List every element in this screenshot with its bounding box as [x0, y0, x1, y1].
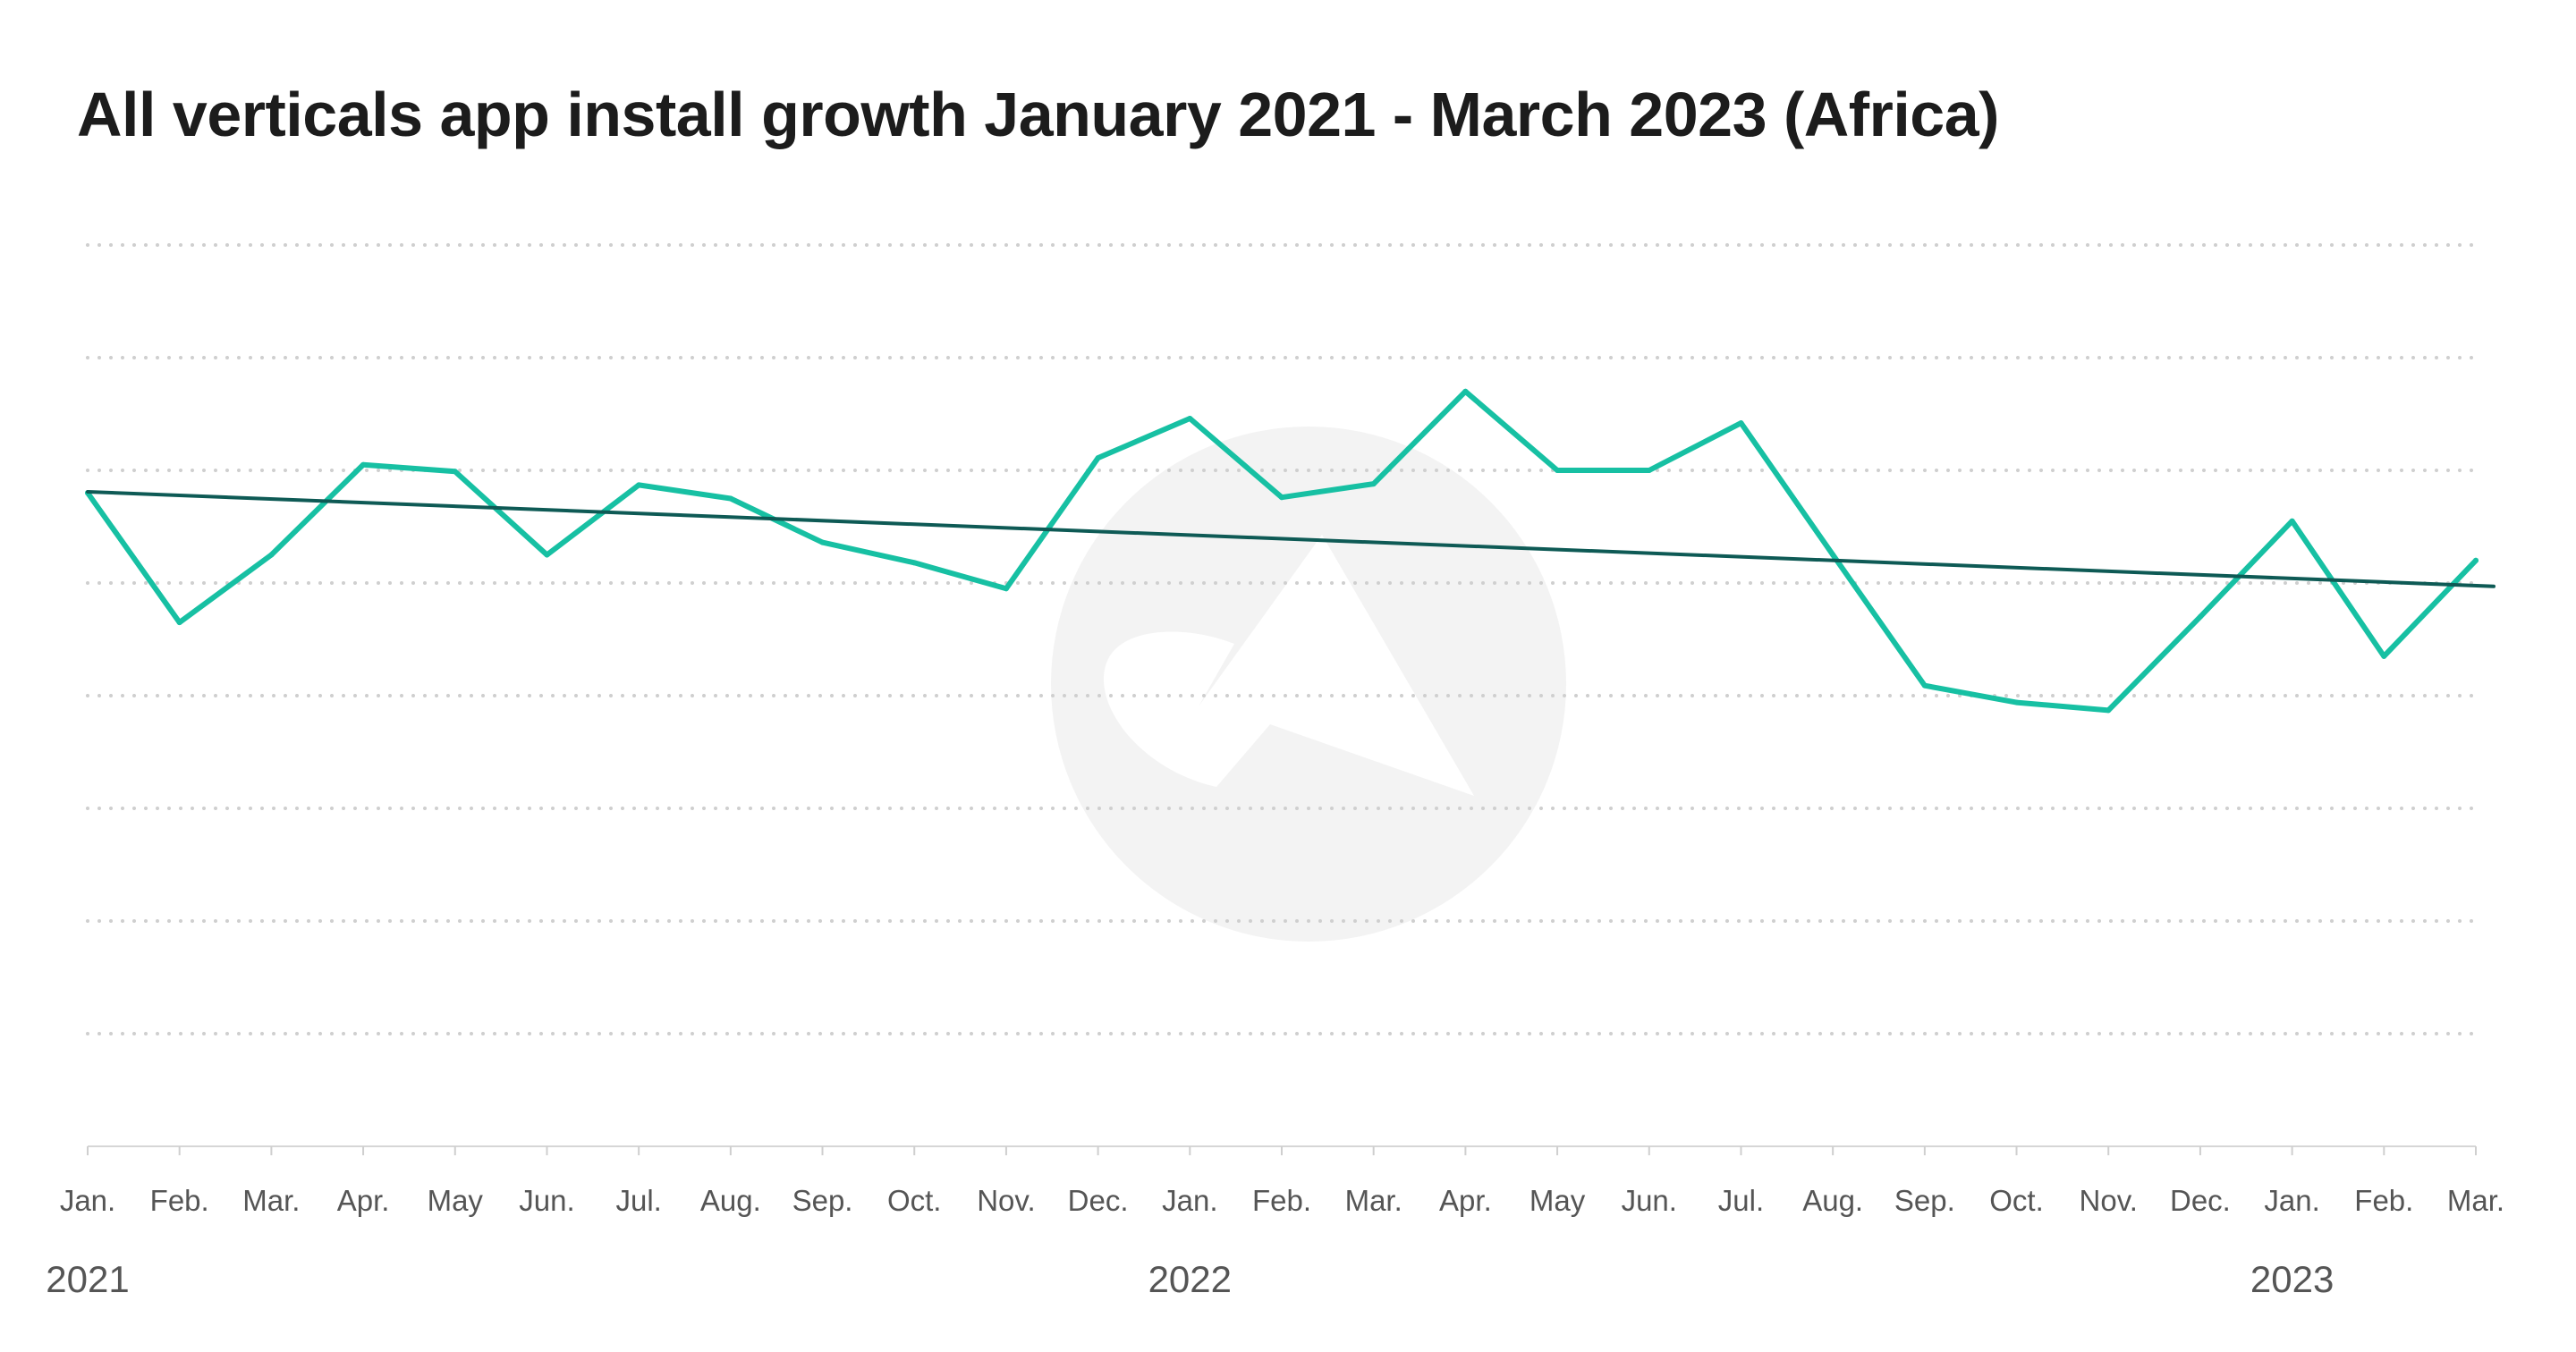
data-point — [2473, 557, 2479, 563]
x-tick-label: May — [1530, 1184, 1586, 1217]
data-point — [360, 461, 367, 468]
x-tick-label: Feb. — [150, 1184, 209, 1217]
year-label: 2021 — [46, 1258, 129, 1300]
x-tick-label: Sep. — [792, 1184, 853, 1217]
data-point — [2289, 518, 2295, 524]
x-tick-label: Jun. — [519, 1184, 574, 1217]
x-tick-label: Jul. — [615, 1184, 661, 1217]
adjust-logo-watermark — [1051, 427, 1566, 942]
data-point — [2013, 699, 2020, 706]
data-point — [1279, 494, 1284, 501]
grid-lines — [86, 243, 2481, 1035]
x-tick-label: Jun. — [1622, 1184, 1677, 1217]
data-point — [1738, 420, 1744, 427]
data-point — [636, 482, 642, 488]
x-tick-label: Feb. — [2354, 1184, 2413, 1217]
data-point — [1646, 468, 1652, 473]
watermark-glyph — [1103, 535, 1474, 796]
data-point — [1830, 552, 1836, 558]
trend-line — [86, 489, 2496, 588]
data-point — [1462, 388, 1469, 394]
data-point — [819, 539, 826, 545]
x-tick-label: Jan. — [2264, 1184, 2319, 1217]
data-point — [176, 620, 182, 626]
x-tick-label: Mar. — [2447, 1184, 2504, 1217]
x-tick-label: Jan. — [1162, 1184, 1217, 1217]
year-label: 2022 — [1148, 1258, 1232, 1300]
data-point — [1187, 416, 1193, 422]
x-axis — [87, 1145, 2477, 1155]
x-tick-label: Sep. — [1894, 1184, 1955, 1217]
data-point — [1370, 481, 1377, 487]
data-point — [2197, 613, 2203, 620]
x-tick-label: Oct. — [1989, 1184, 2044, 1217]
x-tick-label: Dec. — [1068, 1184, 1129, 1217]
x-tick-label: Nov. — [2080, 1184, 2138, 1217]
data-point — [1555, 468, 1561, 473]
x-tick-label: Apr. — [337, 1184, 390, 1217]
x-tick-label: Feb. — [1252, 1184, 1311, 1217]
data-point — [1095, 455, 1101, 461]
data-point — [1921, 682, 1928, 689]
data-point — [911, 560, 918, 566]
x-tick-label: Dec. — [2170, 1184, 2231, 1217]
year-label: 2023 — [2250, 1258, 2334, 1300]
data-point — [1003, 586, 1009, 592]
series-layer — [85, 388, 2496, 714]
x-tick-label: Oct. — [887, 1184, 942, 1217]
x-tick-label: May — [428, 1184, 484, 1217]
chart-title: All verticals app install growth January… — [77, 80, 1999, 149]
x-tick-label: Mar. — [1345, 1184, 1402, 1217]
x-tick-label: Nov. — [977, 1184, 1035, 1217]
data-point — [544, 552, 550, 558]
data-point — [452, 469, 458, 475]
x-tick-label: Jul. — [1718, 1184, 1764, 1217]
data-point — [727, 495, 733, 502]
x-tick-label: Jan. — [60, 1184, 115, 1217]
data-point — [2381, 653, 2387, 659]
x-tick-label: Apr. — [1439, 1184, 1492, 1217]
x-axis-labels: Jan. Feb. Mar. Apr. May Jun. Jul. Aug. Sep. Oct. N… — [46, 1184, 2504, 1300]
x-tick-label: Aug. — [700, 1184, 761, 1217]
data-point — [268, 552, 275, 558]
x-tick-label: Aug. — [1802, 1184, 1863, 1217]
x-tick-label: Mar. — [242, 1184, 300, 1217]
data-point — [2106, 707, 2112, 714]
